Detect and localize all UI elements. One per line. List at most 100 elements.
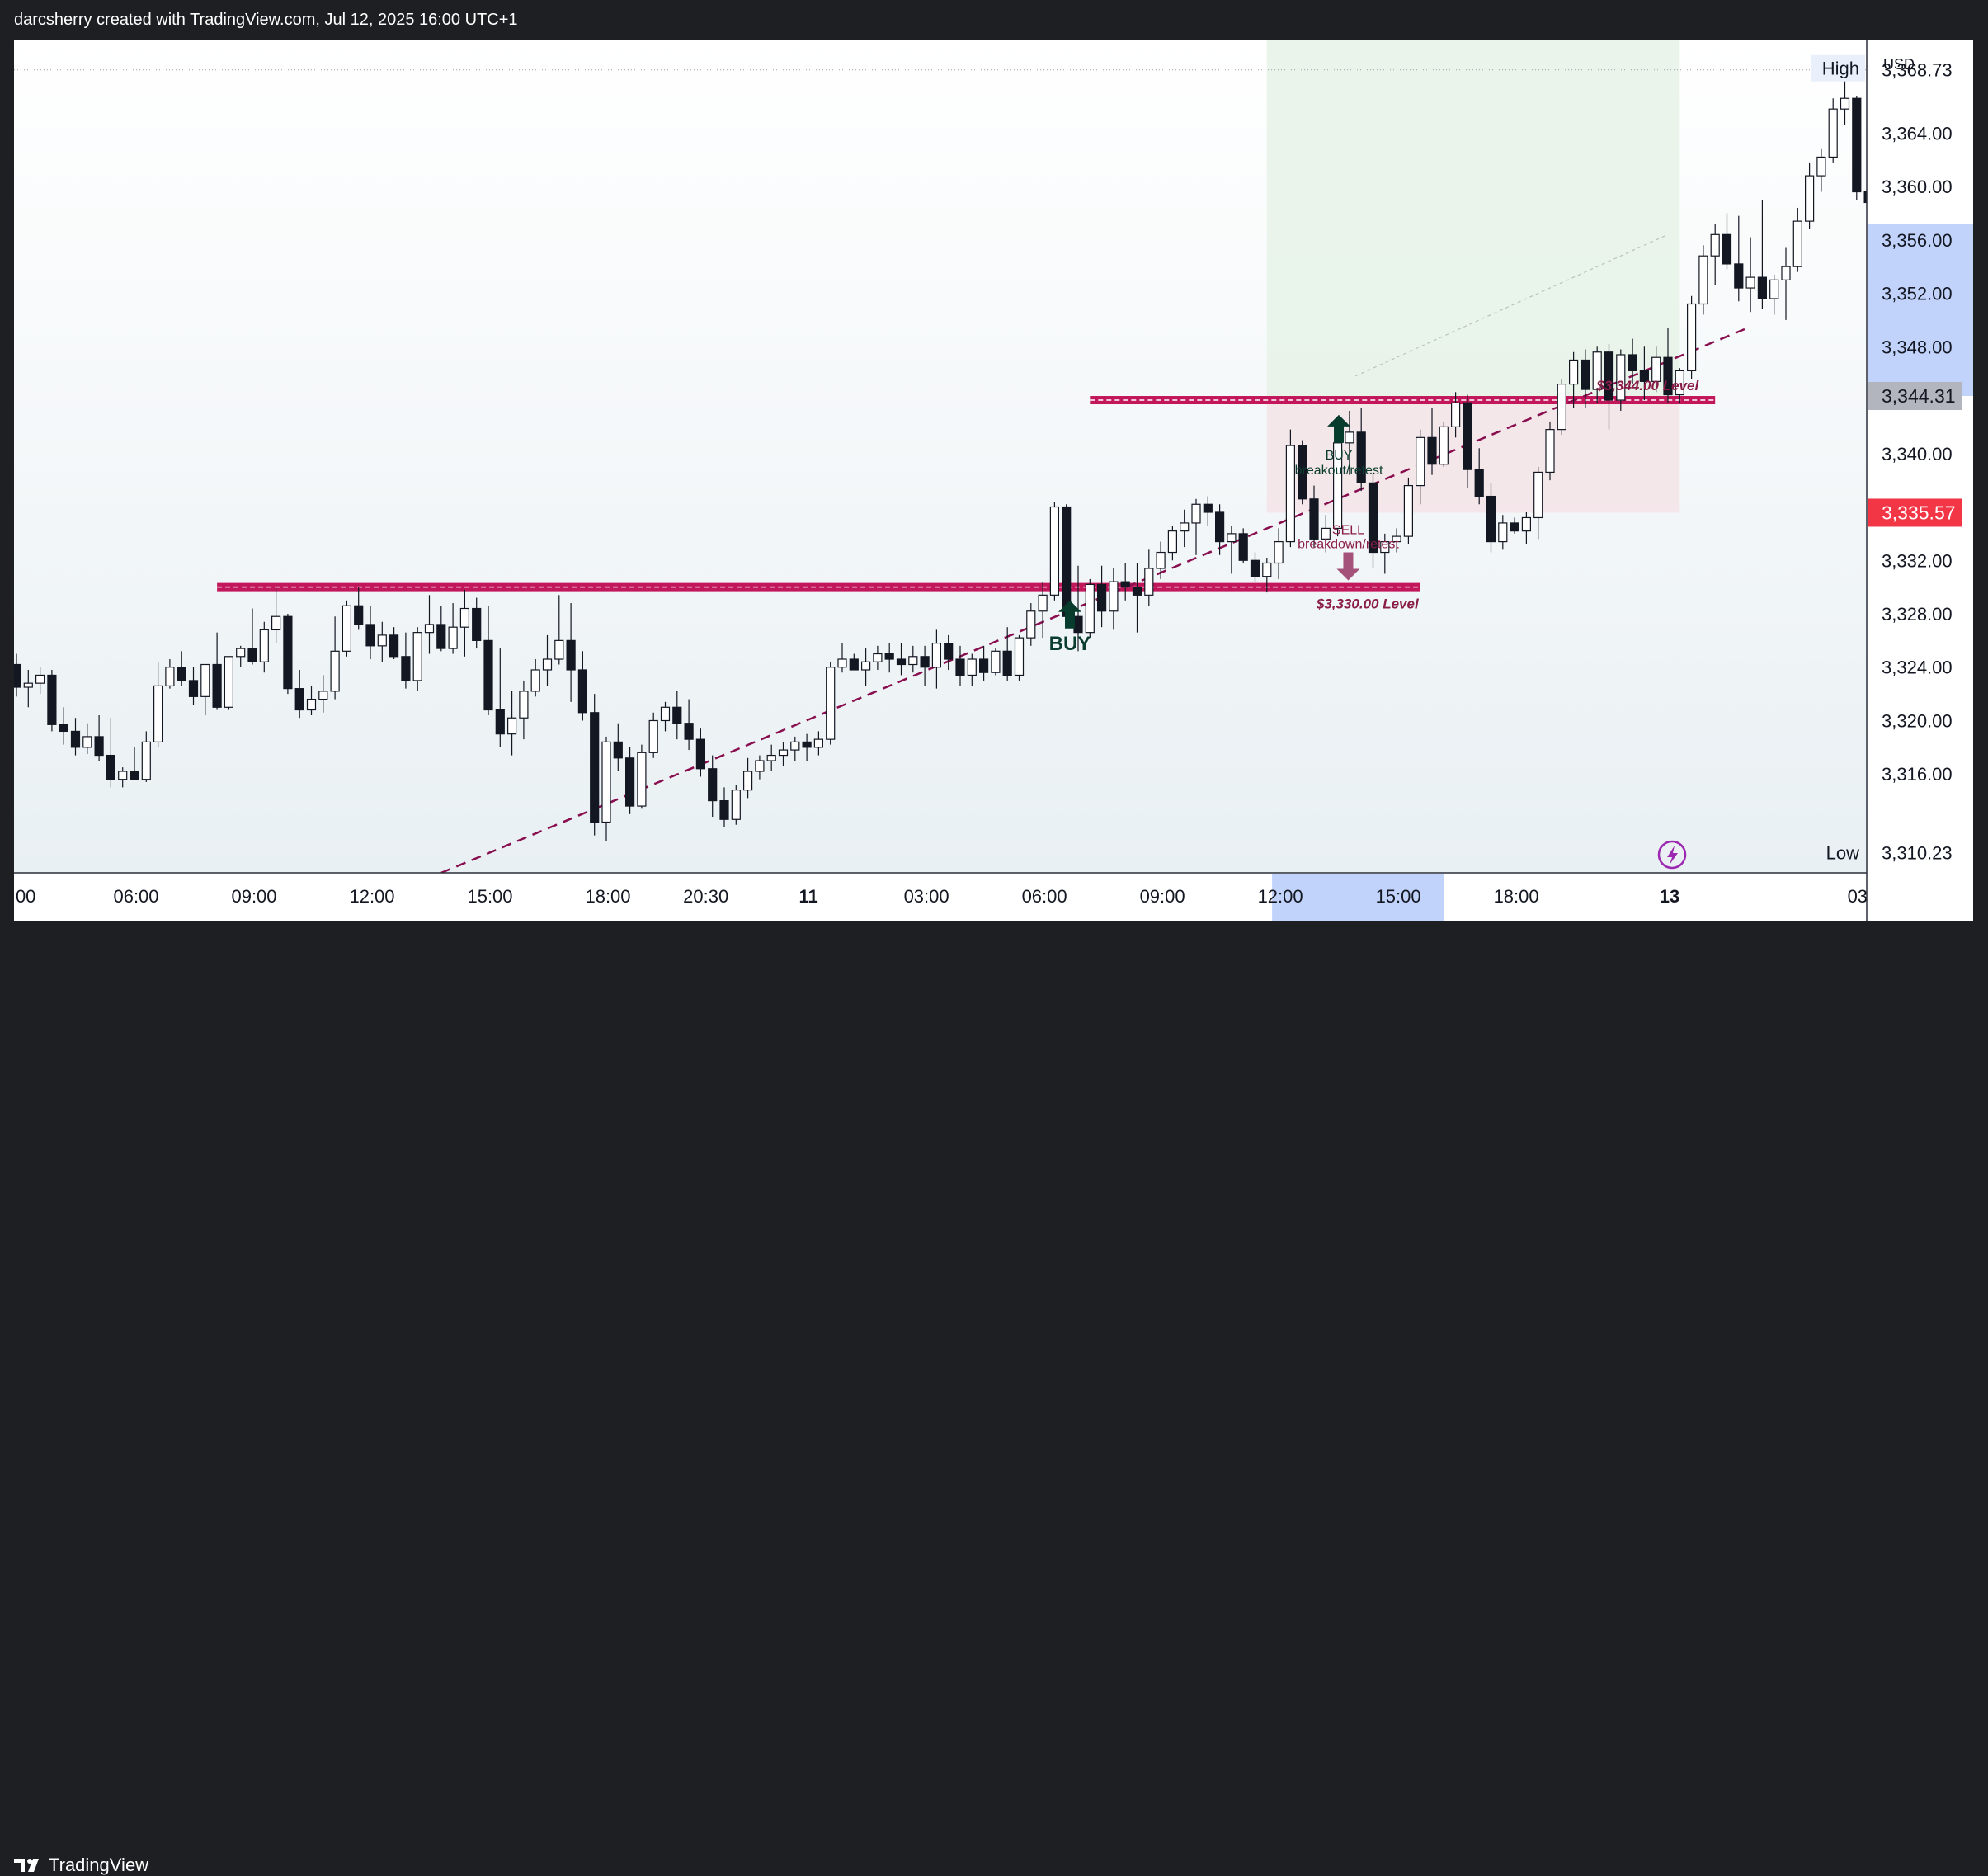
header-bar: darcsherry created with TradingView.com,… bbox=[0, 0, 1988, 40]
candle-body bbox=[837, 658, 847, 668]
candle-body bbox=[708, 768, 718, 802]
price-tick-label: 3,332.00 bbox=[1882, 550, 1953, 571]
price-tick-label: 3,316.00 bbox=[1882, 764, 1953, 785]
candle-body bbox=[365, 624, 375, 647]
candle-body bbox=[271, 615, 281, 631]
candle-body bbox=[412, 632, 422, 681]
candle-body bbox=[908, 656, 918, 666]
candle-body bbox=[1686, 303, 1697, 372]
candle-body bbox=[47, 674, 57, 725]
lightning-icon bbox=[1657, 840, 1687, 870]
candle-body bbox=[1309, 498, 1319, 540]
candle-body bbox=[1356, 431, 1366, 483]
candle-body bbox=[1628, 354, 1637, 372]
buy-arrow-icon bbox=[1327, 414, 1351, 443]
candle-body bbox=[884, 653, 894, 660]
candle-body bbox=[118, 771, 128, 780]
x-tick-label: 20:30 bbox=[683, 886, 728, 907]
candlestick-chart[interactable]: $3,330.00 Level$3,344.00 LevelBUYBUYbrea… bbox=[14, 40, 1973, 921]
candle-body bbox=[1651, 356, 1661, 382]
x-tick-label: 18:00 bbox=[585, 886, 630, 907]
candle-body bbox=[1085, 583, 1095, 634]
candle-body bbox=[1368, 482, 1378, 554]
candle-body bbox=[1616, 354, 1626, 401]
candle-body bbox=[401, 656, 411, 681]
candle-body bbox=[495, 709, 505, 735]
candle-body bbox=[577, 669, 588, 714]
low-label: Low bbox=[1826, 843, 1859, 864]
sell-arrow-icon bbox=[1336, 552, 1360, 581]
candle-body bbox=[1639, 370, 1650, 382]
candle-body bbox=[1568, 359, 1579, 385]
candle-body bbox=[1002, 650, 1012, 676]
candle-body bbox=[719, 799, 729, 820]
candle-body bbox=[200, 663, 210, 697]
candle-body bbox=[1156, 551, 1166, 569]
price-tick-label: 3,340.00 bbox=[1882, 444, 1953, 464]
candle-body bbox=[1427, 436, 1437, 465]
buy-label: BUY bbox=[1326, 449, 1353, 463]
price-badge-label: 3,344.31 bbox=[1882, 385, 1956, 407]
tradingview-brand[interactable]: TradingView bbox=[14, 1855, 148, 1876]
candle-body bbox=[212, 663, 222, 708]
candle-body bbox=[436, 624, 446, 649]
candle-body bbox=[294, 688, 304, 711]
candle-body bbox=[354, 605, 364, 625]
position-path bbox=[1354, 233, 1669, 377]
x-axis-bg bbox=[14, 873, 1867, 921]
candle-body bbox=[1592, 351, 1602, 390]
candle-body bbox=[1120, 581, 1130, 588]
candle-body bbox=[94, 736, 104, 757]
candle-body bbox=[1698, 255, 1708, 305]
candle-body bbox=[766, 754, 776, 761]
candle-body bbox=[1238, 533, 1248, 561]
candle-body bbox=[1262, 562, 1272, 577]
candle-body bbox=[601, 741, 611, 823]
buy-sublabel: breakout/retest bbox=[1295, 464, 1383, 478]
candle-body bbox=[1380, 540, 1390, 554]
price-tick-label: 3,320.00 bbox=[1882, 710, 1953, 731]
candle-body bbox=[519, 691, 529, 719]
candle-body bbox=[1180, 522, 1190, 532]
candle-body bbox=[967, 658, 977, 676]
candle-body bbox=[813, 738, 824, 748]
candle-body bbox=[1450, 402, 1461, 427]
sell-sublabel: breakdown/retest bbox=[1298, 538, 1399, 552]
candle-body bbox=[1828, 108, 1838, 158]
low-value-label: 3,310.23 bbox=[1882, 843, 1953, 864]
candle-body bbox=[1781, 266, 1791, 280]
x-tick-label: 12:00 bbox=[1258, 886, 1303, 907]
candle-body bbox=[59, 724, 68, 733]
candle-body bbox=[1557, 383, 1566, 431]
candle-body bbox=[1474, 469, 1484, 497]
candle-body bbox=[1710, 233, 1720, 257]
candle-body bbox=[1132, 587, 1142, 596]
candle-body bbox=[1096, 583, 1107, 612]
candle-body bbox=[35, 674, 45, 684]
currency-label: USD bbox=[1883, 56, 1915, 73]
candle-body bbox=[188, 680, 199, 697]
price-badge-label: 3,335.57 bbox=[1882, 502, 1956, 523]
x-tick-label: 06:00 bbox=[113, 886, 158, 907]
candle-body bbox=[1663, 356, 1673, 396]
candle-body bbox=[1227, 533, 1237, 543]
level-label: $3,344.00 Level bbox=[1595, 378, 1699, 394]
candle-body bbox=[978, 658, 989, 673]
tradingview-logo-icon bbox=[14, 1859, 39, 1872]
candle-body bbox=[1757, 276, 1767, 299]
candle-body bbox=[1486, 495, 1496, 543]
candle-body bbox=[1840, 97, 1850, 110]
x-tick-label: 09:00 bbox=[1140, 886, 1185, 907]
candle-body bbox=[920, 656, 930, 668]
footer-bar: TradingView bbox=[0, 921, 1988, 1875]
candle-body bbox=[931, 643, 942, 668]
candle-body bbox=[955, 658, 965, 676]
x-tick-label: 15:00 bbox=[1376, 886, 1421, 907]
price-tick-label: 3,328.00 bbox=[1882, 604, 1953, 625]
candle-body bbox=[566, 639, 576, 671]
candle-body bbox=[141, 741, 151, 780]
candle-body bbox=[1581, 359, 1590, 390]
candle-body bbox=[742, 771, 753, 791]
candle-body bbox=[802, 741, 812, 748]
candle-body bbox=[637, 752, 647, 807]
